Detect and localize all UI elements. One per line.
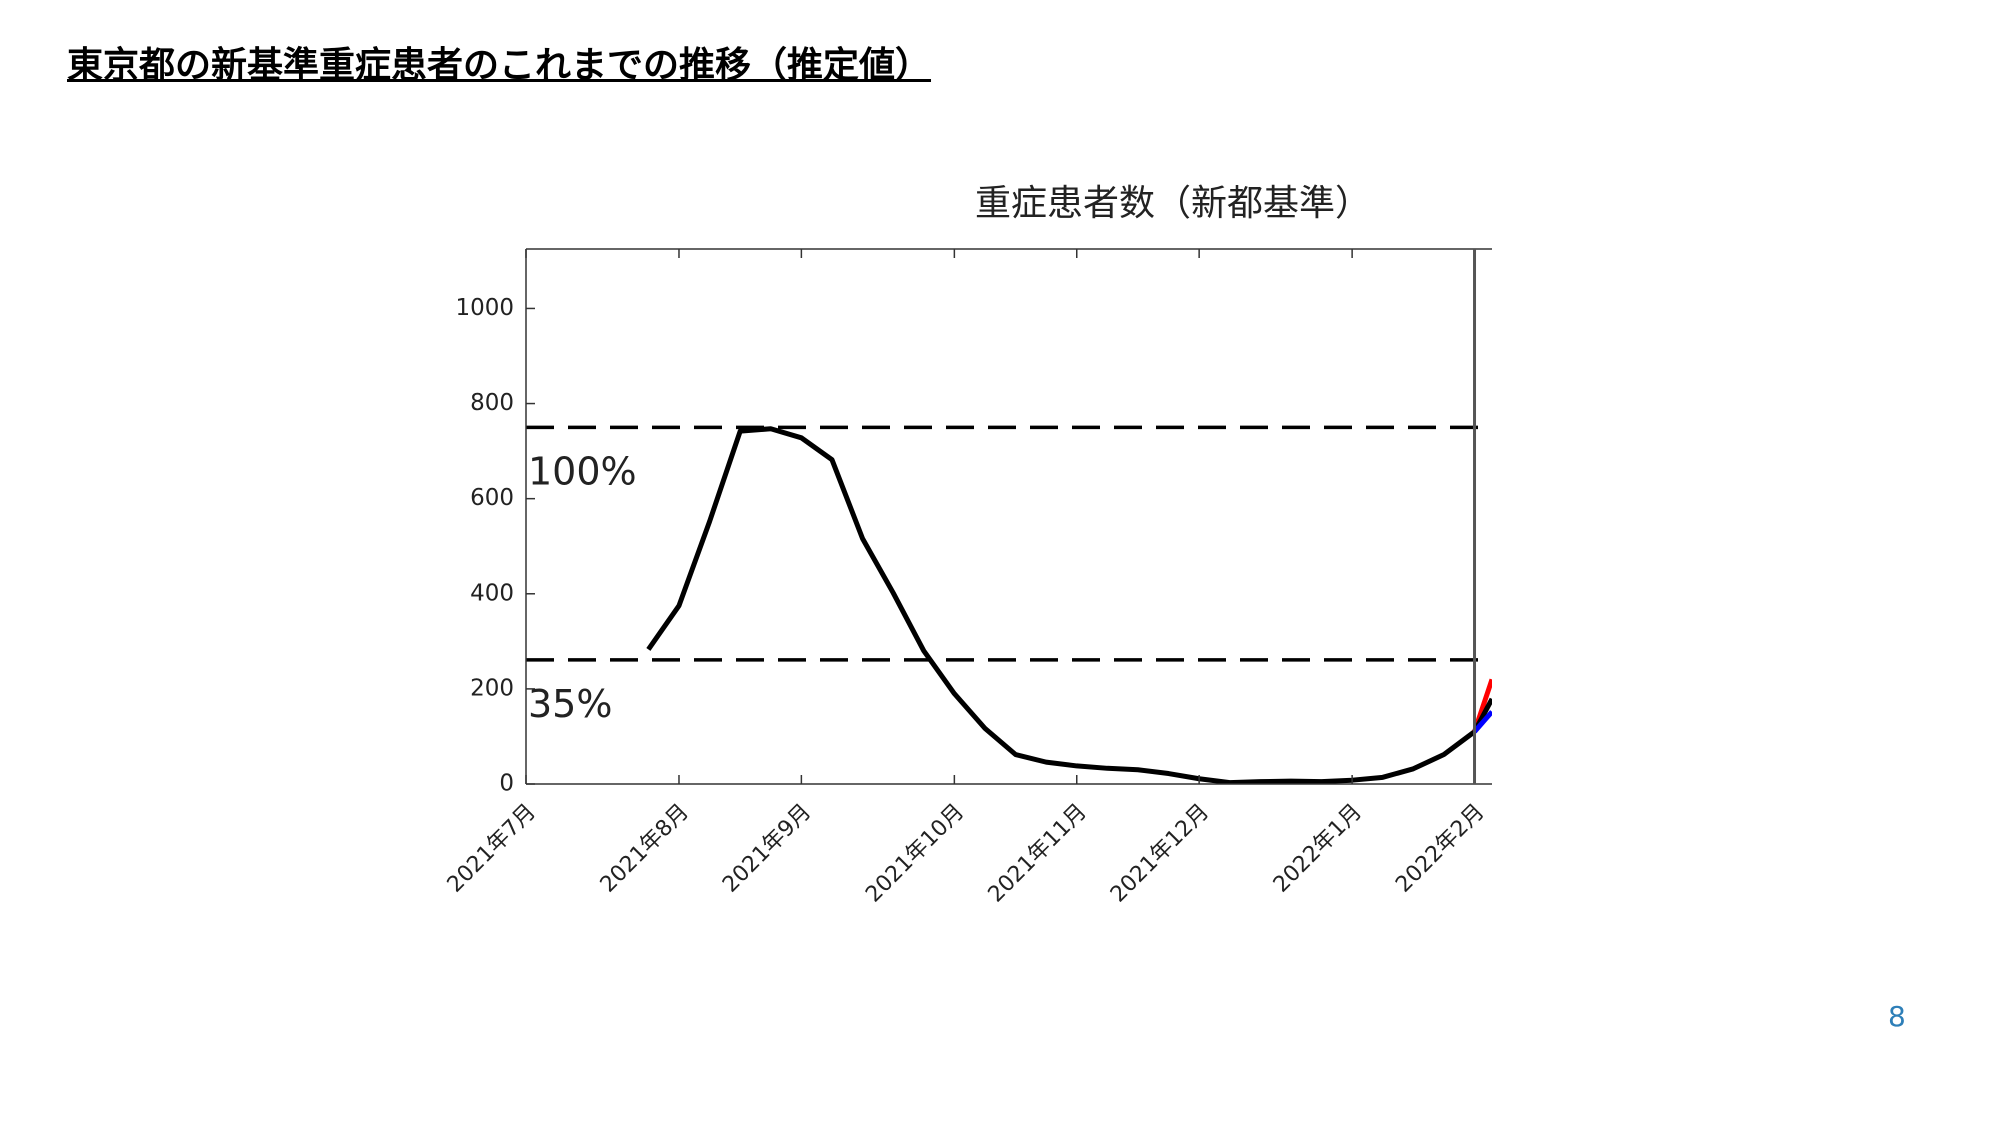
slide-title: 東京都の新基準重症患者のこれまでの推移（推定値）	[67, 45, 932, 86]
y-tick-label: 600	[470, 485, 514, 511]
y-tick-label: 400	[470, 580, 514, 606]
y-tick-label: 800	[470, 390, 514, 416]
reference-label: 100%	[528, 449, 637, 493]
x-tick-label: 2021年7月	[443, 799, 541, 897]
y-tick-label: 1000	[455, 295, 514, 321]
series-line	[646, 426, 1477, 784]
x-tick-label: 2021年12月	[1106, 799, 1214, 907]
x-tick-label: 2021年9月	[718, 799, 816, 897]
page-number: 8	[1888, 1000, 1906, 1033]
y-tick-label: 200	[470, 675, 514, 701]
x-tick-label: 2021年10月	[861, 799, 969, 907]
x-tick-label: 2022年1月	[1269, 799, 1367, 897]
y-tick-label: 0	[499, 771, 514, 797]
x-tick-label: 2022年2月	[1391, 799, 1489, 897]
series-line	[1472, 710, 1492, 734]
x-tick-label: 2021年8月	[596, 799, 694, 897]
x-tick-label: 2021年11月	[984, 799, 1092, 907]
reference-label: 35%	[528, 682, 612, 726]
plot-area	[526, 425, 1492, 784]
chart-title: 重症患者数（新都基準）	[975, 183, 1371, 224]
